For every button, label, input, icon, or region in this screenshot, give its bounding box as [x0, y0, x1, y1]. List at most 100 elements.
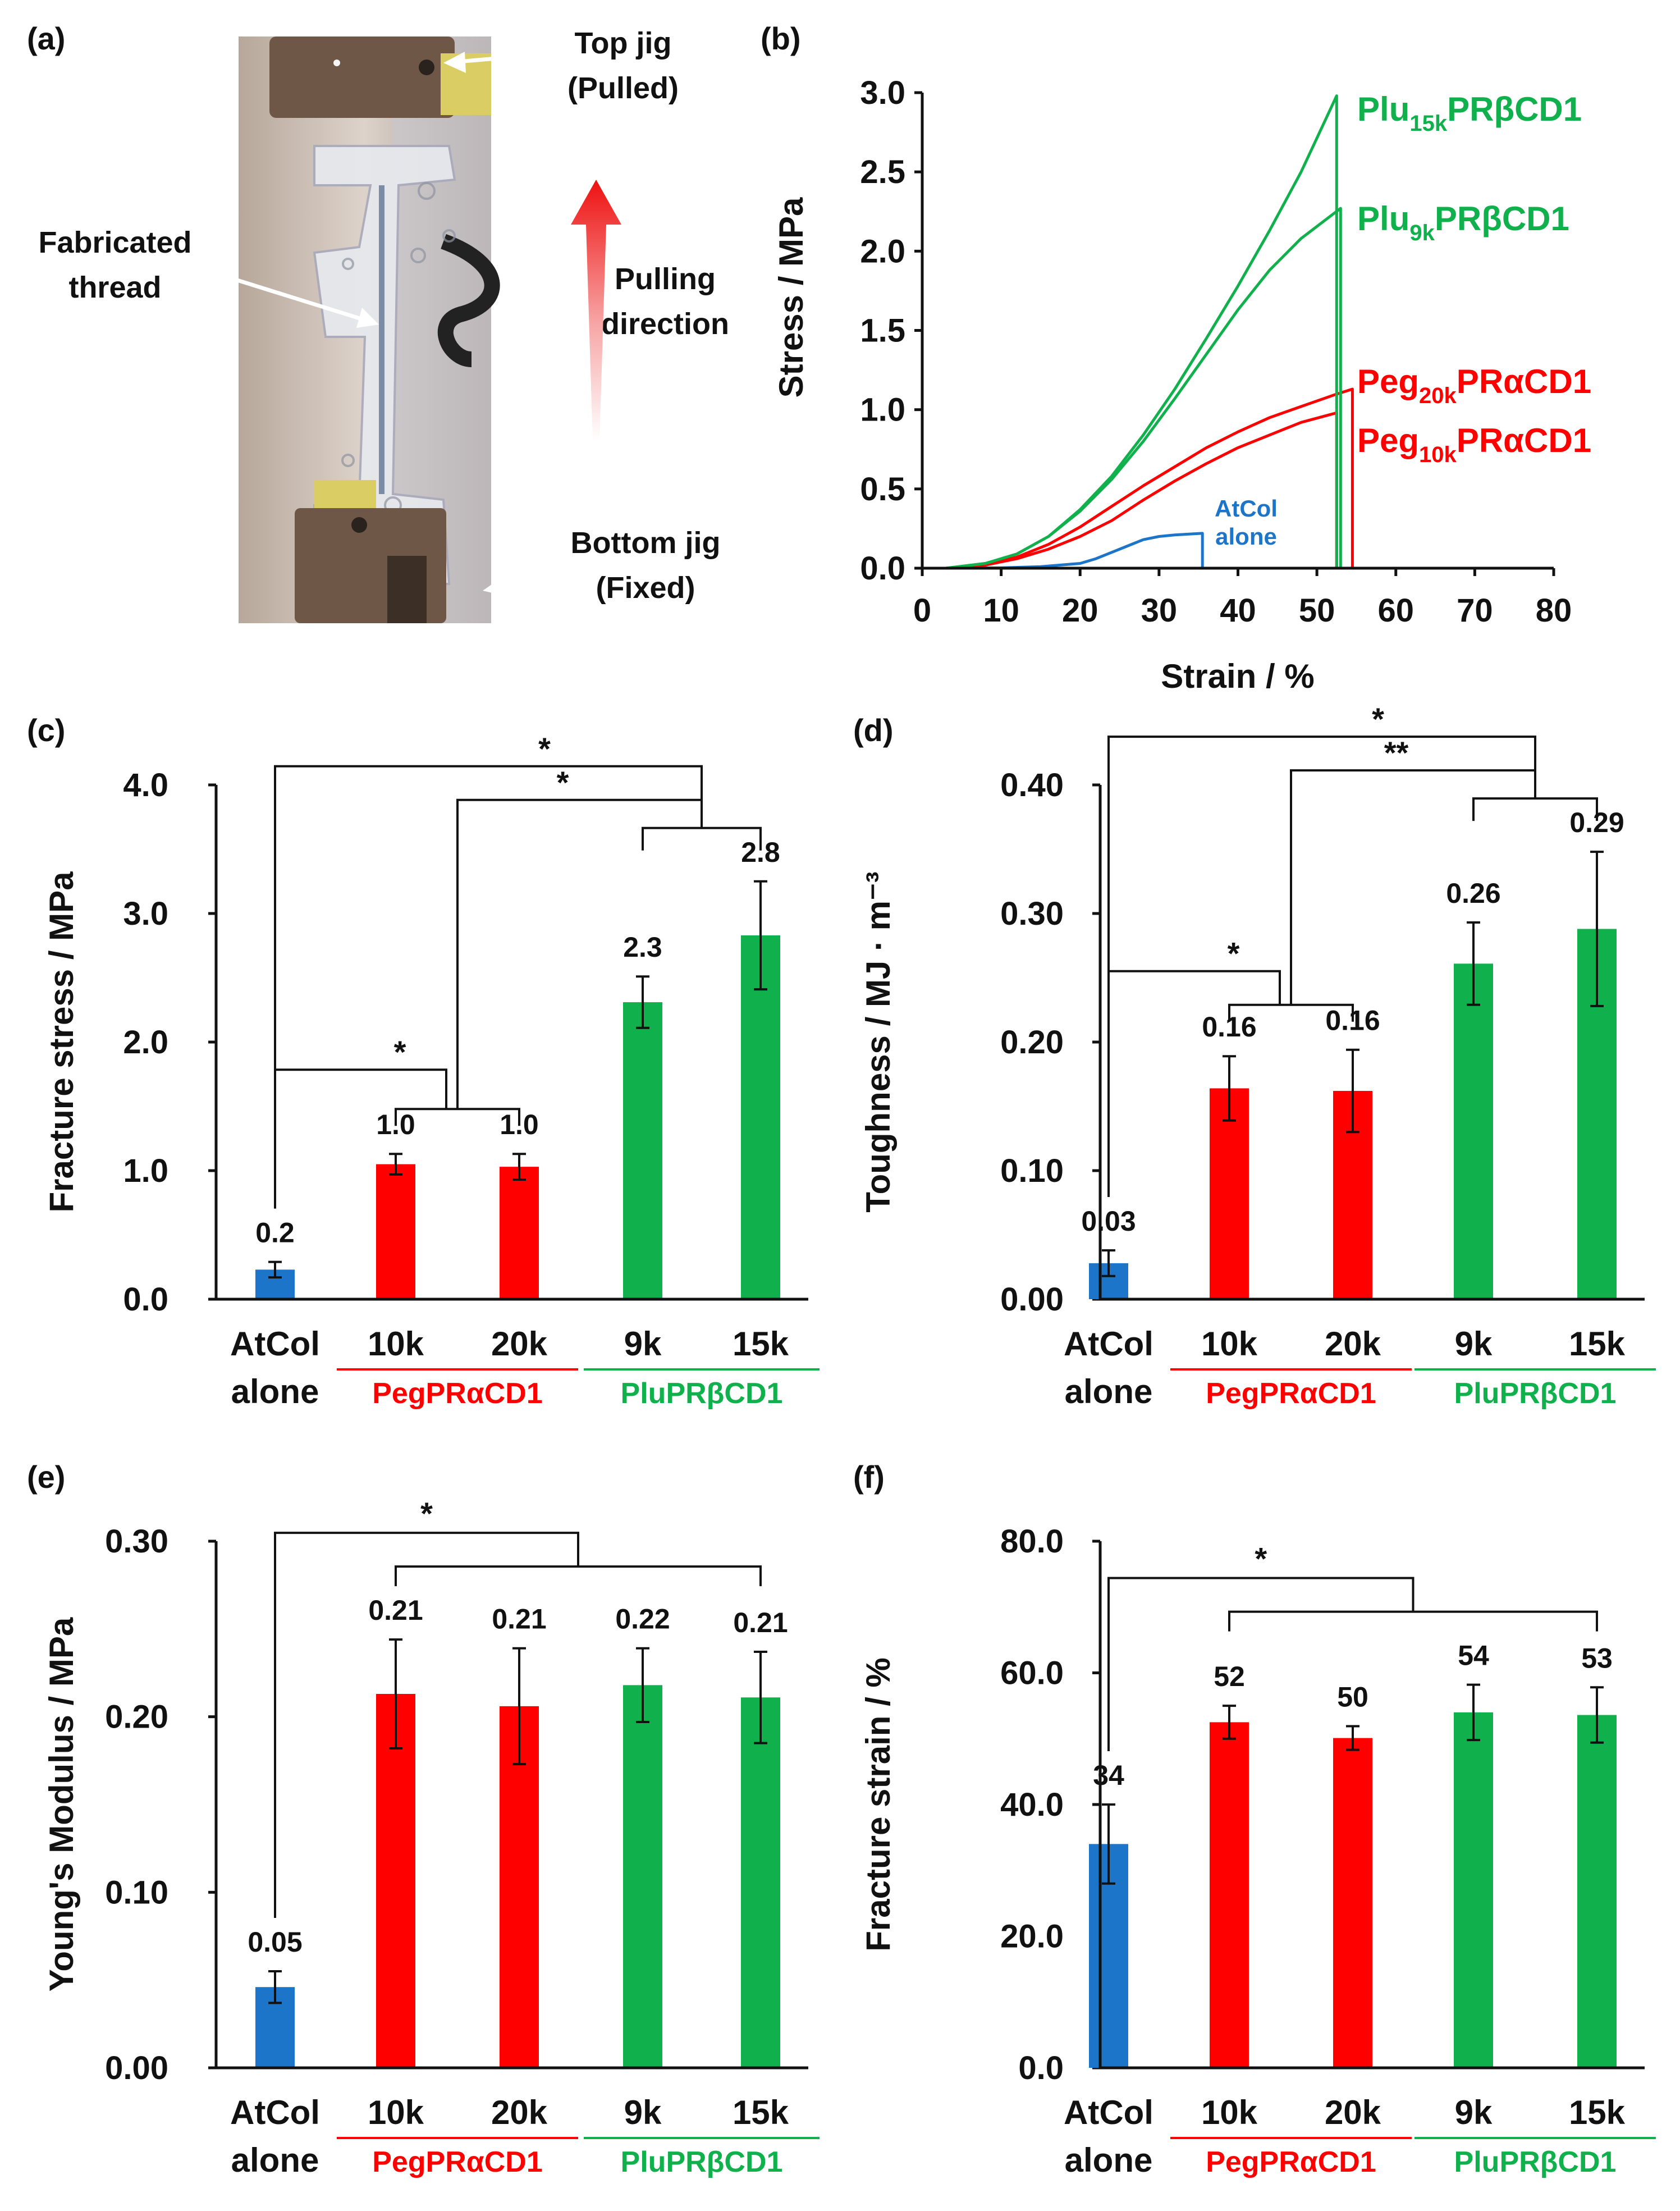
y-tick-label-c: 0.0 — [123, 1281, 168, 1318]
top-jig-arrowhead — [443, 52, 466, 73]
treatment-group-bracket-e — [395, 1565, 762, 1587]
peg-group-label-f: PegPRαCD1 — [1206, 2146, 1376, 2178]
panel-b-line-chart: (b) Stress / MPa Strain / % 0 10 20 30 40 50 6… — [761, 21, 1591, 695]
legend-plu15k: Plu15kPRβCD1 — [1357, 90, 1582, 136]
y-tick-label-e: 0.20 — [105, 1699, 168, 1735]
significance-atcol-plu-d: * — [1372, 701, 1384, 737]
bar-c-4 — [741, 935, 780, 1299]
category-peg20k-d: 20k — [1325, 1325, 1381, 1363]
significance-atcol-treatment-e: * — [420, 1496, 433, 1531]
bar-c-3 — [623, 1002, 662, 1299]
y-tick-label-b: 2.0 — [860, 233, 905, 269]
bottom-jig-note: (Fixed) — [596, 571, 695, 605]
treatment-group-bracket-f — [1228, 1610, 1598, 1632]
bar-f-1 — [1210, 1722, 1249, 2068]
bar-e-4 — [741, 1697, 780, 2068]
category-plu15k-f: 15k — [1569, 2094, 1626, 2131]
atcol-treatment-bracket-f — [1107, 1577, 1415, 1751]
peg-plu-bracket-d — [1290, 769, 1536, 1005]
y-tick-label-b: 3.0 — [860, 75, 905, 111]
x-tick-label-b: 0 — [913, 592, 931, 629]
tick-labels-b: 0 10 20 30 40 50 60 70 80 0.0 0.5 1.0 1.5 2.0 2.5 3.0 — [860, 75, 1572, 629]
category-plu15k-c: 15k — [733, 1325, 789, 1363]
atcol-treatment-bracket-e — [274, 1532, 579, 1918]
atcol-peg-bracket-c — [274, 1068, 447, 1209]
category-peg10k-c: 10k — [368, 1325, 424, 1363]
value-label-f-1: 52 — [1214, 1661, 1245, 1692]
y-tick-label-f: 20.0 — [1000, 1918, 1064, 1955]
value-label-e-4: 0.21 — [733, 1607, 788, 1638]
bottom-jig-arrow — [496, 565, 565, 589]
tensile-test-photo — [239, 36, 500, 623]
y-axis-title-c: Fracture stress / MPa — [43, 871, 80, 1213]
category-plu15k-e: 15k — [733, 2094, 789, 2131]
y-tick-label-b: 1.0 — [860, 392, 905, 428]
x-tick-label-b: 50 — [1299, 592, 1335, 629]
bar-d-1 — [1210, 1088, 1249, 1299]
y-tick-label-f: 0.0 — [1018, 2050, 1064, 2086]
fabricated-thread-label: Fabricated — [38, 226, 191, 259]
top-jig-label: Top jig — [575, 26, 672, 60]
y-tick-label-c: 3.0 — [123, 896, 168, 932]
y-tick-label-f: 80.0 — [1000, 1523, 1064, 1560]
series-line-atcolalone — [922, 532, 1204, 570]
bar-f-2 — [1333, 1738, 1372, 2068]
category-alone-f: alone — [1065, 2141, 1153, 2179]
panel-label-c: (c) — [27, 712, 65, 748]
legend-atcol-line1: AtCol — [1215, 495, 1278, 522]
value-label-e-3: 0.22 — [615, 1604, 670, 1635]
panel-c-bar-chart: (c) Fracture stress / MPa 0.0 1.0 2.0 3.0 4.0 0… — [27, 712, 820, 1410]
category-peg10k-d: 10k — [1201, 1325, 1258, 1363]
category-plu9k-e: 9k — [624, 2094, 662, 2131]
value-label-f-3: 54 — [1458, 1640, 1489, 1671]
bar-d-3 — [1454, 963, 1493, 1299]
y-tick-label-d: 0.10 — [1000, 1153, 1064, 1189]
legend-plu9k: Plu9kPRβCD1 — [1357, 200, 1569, 245]
y-tick-label-c: 1.0 — [123, 1153, 168, 1189]
y-tick-label-e: 0.00 — [105, 2050, 168, 2086]
bar-c-2 — [500, 1167, 539, 1299]
series-line-plu15kprcd1 — [922, 94, 1338, 570]
value-label-e-0: 0.05 — [248, 1926, 302, 1958]
bar-e-3 — [623, 1685, 662, 2068]
significance-atcol-peg-c: * — [394, 1034, 406, 1070]
value-label-f-4: 53 — [1581, 1642, 1613, 1674]
peg-group-label-c: PegPRαCD1 — [372, 1377, 543, 1410]
pulling-direction-arrow — [571, 180, 621, 441]
category-peg20k-c: 20k — [491, 1325, 548, 1363]
category-plu9k-c: 9k — [624, 1325, 662, 1363]
significance-peg-plu-c: * — [557, 765, 569, 800]
y-axis-title-d: Toughness / MJ · m⁻³ — [859, 871, 897, 1212]
peg-group-label-e: PegPRαCD1 — [372, 2146, 543, 2178]
plu-group-label-c: PluPRβCD1 — [621, 1377, 783, 1410]
y-tick-label-f: 60.0 — [1000, 1655, 1064, 1692]
category-alone-c: alone — [231, 1373, 319, 1410]
legend-peg20k: Peg20kPRαCD1 — [1357, 363, 1591, 408]
panel-label-a: (a) — [27, 21, 65, 56]
photo-annotations: Top jig (Pulled) Fabricated thread Pulli… — [38, 26, 729, 605]
series-lines-b — [922, 94, 1354, 570]
value-label-f-2: 50 — [1337, 1681, 1368, 1712]
category-atcol-d: AtCol — [1064, 1325, 1153, 1363]
atcol-plu-bracket-c — [274, 765, 703, 1070]
category-atcol-c: AtCol — [230, 1325, 320, 1363]
top-jig-note: (Pulled) — [567, 71, 679, 105]
y-tick-label-d: 0.30 — [1000, 896, 1064, 932]
legend-peg10k: Peg10kPRαCD1 — [1357, 422, 1591, 467]
x-tick-label-b: 80 — [1536, 592, 1572, 629]
y-tick-label-b: 2.5 — [860, 154, 905, 190]
y-tick-label-c: 2.0 — [123, 1024, 168, 1061]
x-tick-label-b: 70 — [1457, 592, 1493, 629]
atcol-plu-bracket-d — [1107, 736, 1536, 971]
bar-f-4 — [1577, 1715, 1617, 2068]
category-atcol-f: AtCol — [1064, 2094, 1153, 2131]
y-tick-label-e: 0.30 — [105, 1523, 168, 1560]
x-tick-label-b: 10 — [983, 592, 1019, 629]
y-tick-label-e: 0.10 — [105, 1874, 168, 1911]
x-axis-title-b: Strain / % — [1161, 657, 1314, 695]
legend-atcol-line2: alone — [1215, 523, 1277, 550]
bottom-jig-arrowhead — [483, 577, 506, 596]
y-tick-label-b: 0.0 — [860, 550, 905, 587]
pulling-direction-note: direction — [601, 307, 729, 341]
panel-label-d: (d) — [853, 712, 894, 748]
